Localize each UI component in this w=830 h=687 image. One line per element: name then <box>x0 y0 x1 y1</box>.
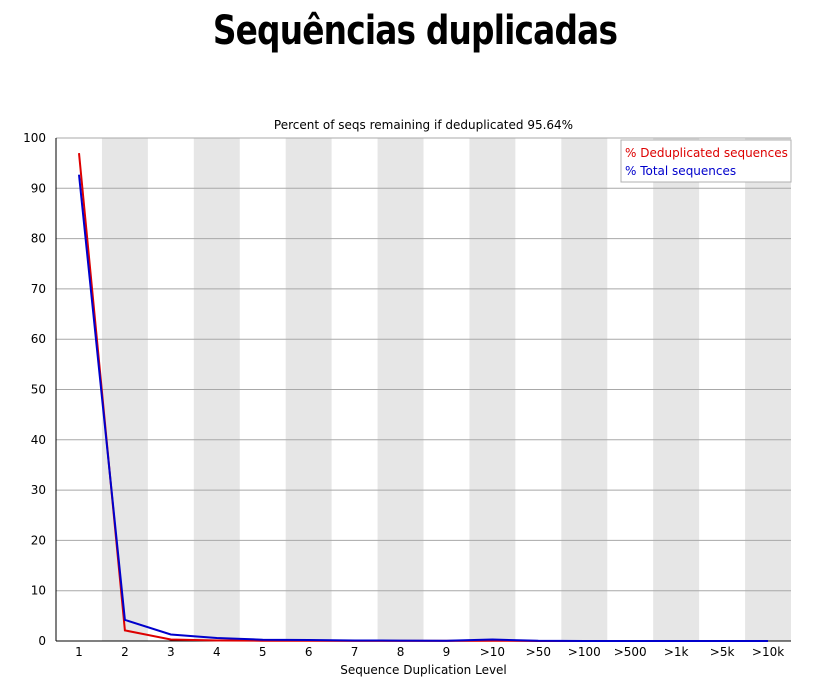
x-tick-label: 6 <box>305 645 313 659</box>
gridlines <box>56 137 791 642</box>
x-tick-label: 9 <box>443 645 451 659</box>
x-tick-label: >10 <box>480 645 505 659</box>
series-lines <box>78 153 768 642</box>
y-tick-labels: 0 10 20 30 40 50 60 70 80 90 100 <box>23 131 46 648</box>
y-tick-label: 80 <box>31 232 46 246</box>
y-tick-label: 0 <box>38 634 46 648</box>
x-tick-labels: 1 2 3 4 5 6 7 8 9 >10 >50 >100 >500 >1k >5k >10k <box>75 645 784 659</box>
x-tick-label: 7 <box>351 645 359 659</box>
y-tick-label: 20 <box>31 533 46 547</box>
y-tick-label: 30 <box>31 483 46 497</box>
x-tick-label: 3 <box>167 645 175 659</box>
y-tick-label: 50 <box>31 383 46 397</box>
chart-title: Percent of seqs remaining if deduplicate… <box>274 118 573 132</box>
x-tick-label: >50 <box>526 645 551 659</box>
y-tick-label: 70 <box>31 282 46 296</box>
x-tick-label: 2 <box>121 645 129 659</box>
y-tick-label: 40 <box>31 433 46 447</box>
y-tick-label: 60 <box>31 332 46 346</box>
legend: % Deduplicated sequences % Total sequence… <box>620 139 792 183</box>
series-line <box>78 174 768 642</box>
y-tick-label: 10 <box>31 584 46 598</box>
legend-box <box>620 139 792 183</box>
legend-entry: % Deduplicated sequences <box>625 146 788 160</box>
x-tick-label: >10k <box>752 645 784 659</box>
x-tick-label: >1k <box>664 645 689 659</box>
slide-title: Sequências duplicadas <box>212 8 618 54</box>
x-tick-label: 5 <box>259 645 267 659</box>
y-tick-label: 90 <box>31 181 46 195</box>
x-tick-label: >5k <box>710 645 735 659</box>
x-tick-label: 8 <box>397 645 405 659</box>
x-axis-label: Sequence Duplication Level <box>340 663 507 677</box>
legend-entry: % Total sequences <box>625 164 736 178</box>
x-tick-label: 1 <box>75 645 83 659</box>
x-tick-label: >100 <box>568 645 601 659</box>
x-tick-label: >500 <box>614 645 647 659</box>
y-tick-label: 100 <box>23 131 46 145</box>
x-tick-label: 4 <box>213 645 221 659</box>
